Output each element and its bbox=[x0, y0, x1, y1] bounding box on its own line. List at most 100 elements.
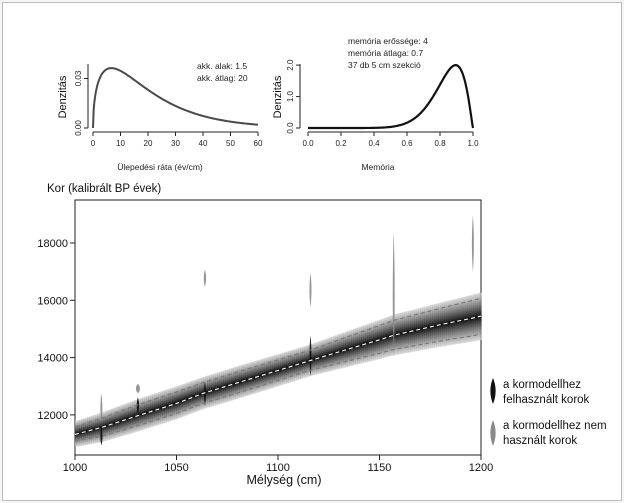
age-model-band-slice bbox=[172, 387, 176, 421]
calibrated-dates bbox=[100, 214, 474, 446]
mem-x-tick-label: 0.0 bbox=[302, 139, 314, 148]
age-model-band-slice bbox=[426, 305, 429, 350]
used-date-marker bbox=[309, 335, 312, 377]
age-model-band-slice bbox=[405, 311, 409, 353]
age-model-band-slice bbox=[99, 412, 102, 443]
age-model-band-slice bbox=[178, 385, 182, 419]
acc-y-ticks: 0.00 0.03 bbox=[74, 70, 88, 136]
mem-x-tick-label: 0.4 bbox=[368, 139, 380, 148]
main-x-tick-label: 1050 bbox=[164, 462, 188, 474]
age-model-band-slice bbox=[160, 391, 163, 425]
mem-x-ticks: 0.0 0.2 0.4 0.6 0.8 1.0 bbox=[302, 132, 479, 148]
age-model-band-slice bbox=[391, 314, 395, 356]
age-model-band-slice bbox=[192, 380, 196, 413]
legend-unused-line1: a kormodellhez nem bbox=[503, 420, 607, 432]
legend-unused-line2: használt korok bbox=[503, 435, 577, 447]
age-model-band-slice bbox=[365, 324, 368, 363]
age-model-band-slice bbox=[278, 353, 281, 386]
used-date-marker bbox=[203, 381, 206, 407]
unused-date-marker bbox=[309, 272, 312, 308]
acc-y-tick-label: 0.00 bbox=[74, 120, 83, 136]
age-model-band-slice bbox=[286, 351, 289, 384]
age-model-band-slice bbox=[113, 407, 117, 439]
age-model-band-slice bbox=[434, 303, 437, 348]
age-model-band-slice bbox=[87, 416, 90, 445]
mem-x-label: Memória bbox=[361, 162, 394, 172]
legend-used-line2: felhasznált korok bbox=[503, 394, 590, 406]
age-model-band-slice bbox=[271, 355, 275, 388]
acc-density-curve bbox=[92, 67, 259, 129]
legend-unused-marker bbox=[490, 420, 496, 446]
age-model-band-slice bbox=[239, 365, 243, 398]
age-model-band-slice bbox=[359, 326, 362, 364]
age-model-band-slice bbox=[137, 398, 141, 432]
age-model-band-slice bbox=[407, 310, 411, 353]
age-model-band-slice bbox=[462, 296, 466, 343]
age-model-band-slice bbox=[300, 347, 303, 379]
acc-x-tick-label: 60 bbox=[254, 139, 263, 148]
age-model-band-slice bbox=[420, 307, 423, 351]
age-model-band-slice bbox=[446, 300, 450, 346]
age-model-band-slice bbox=[186, 382, 190, 415]
age-model-band-slice bbox=[399, 312, 403, 354]
mem-y-ticks: 0.0 1.0 2.0 bbox=[286, 59, 300, 134]
age-model-band bbox=[75, 292, 482, 447]
main-x-ticks: 1000 1050 1100 1150 1200 bbox=[63, 455, 493, 474]
age-model-band-slice bbox=[233, 367, 236, 400]
main-y-tick-label: 16000 bbox=[37, 295, 68, 307]
used-date-marker bbox=[100, 427, 103, 446]
age-model-band-slice bbox=[468, 295, 472, 343]
mem-density-curve bbox=[308, 64, 475, 130]
age-model-band-slice bbox=[139, 398, 143, 431]
age-model-band-slice bbox=[198, 378, 202, 411]
age-model-band-slice bbox=[326, 338, 330, 372]
age-model-band-slice bbox=[320, 340, 324, 374]
mean-age-line bbox=[74, 315, 482, 435]
age-model-band-slice bbox=[85, 417, 88, 445]
age-model-band-slice bbox=[414, 309, 417, 352]
mem-x-tick-label: 1.0 bbox=[467, 139, 479, 148]
age-model-band-slice bbox=[174, 386, 178, 420]
main-y-tick-label: 18000 bbox=[37, 238, 68, 250]
age-model-band-slice bbox=[93, 414, 96, 444]
mem-annotation-strength: memória erőssége: 4 bbox=[348, 36, 428, 46]
age-model-band-slice bbox=[231, 367, 234, 401]
age-model-band-slice bbox=[332, 335, 336, 371]
main-x-tick-label: 1200 bbox=[469, 462, 493, 474]
legend-used-line1: a kormodellhez bbox=[503, 379, 581, 391]
age-model-band-slice bbox=[245, 363, 249, 396]
acc-rate-prior-panel: 0 10 20 30 40 50 60 0.00 0.03 Ülepedési ráta (é… bbox=[57, 61, 263, 172]
main-y-tick-label: 12000 bbox=[37, 410, 68, 422]
mem-x-tick-label: 0.2 bbox=[335, 139, 347, 148]
unused-date-marker bbox=[392, 231, 395, 358]
age-model-band-slice bbox=[166, 389, 169, 423]
age-model-band-slice bbox=[253, 361, 257, 394]
age-model-band-slice bbox=[146, 396, 149, 429]
unused-date-marker bbox=[203, 269, 207, 287]
age-model-band-slice bbox=[251, 361, 255, 395]
acc-x-tick-label: 10 bbox=[116, 139, 125, 148]
age-model-band-slice bbox=[428, 305, 431, 349]
age-model-band-slice bbox=[119, 405, 123, 437]
age-model-band-slice bbox=[318, 341, 322, 374]
age-model-band-slice bbox=[219, 371, 222, 404]
age-model-band-slice bbox=[131, 400, 135, 433]
main-x-tick-label: 1150 bbox=[368, 462, 392, 474]
age-model-band-slice bbox=[385, 317, 389, 358]
mem-x-tick-label: 0.6 bbox=[401, 139, 413, 148]
age-model-band-slice bbox=[265, 357, 269, 390]
age-model-band-slice bbox=[324, 338, 328, 373]
age-model-band-slice bbox=[379, 319, 383, 359]
acc-y-label: Denzitás bbox=[57, 75, 69, 118]
age-model-band-slice bbox=[460, 297, 464, 344]
unused-date-marker bbox=[135, 383, 140, 394]
age-model-band-slice bbox=[170, 387, 174, 421]
age-model-band-slice bbox=[184, 383, 188, 416]
age-model-band-slice bbox=[158, 391, 161, 425]
unused-date-marker bbox=[100, 393, 103, 424]
mem-y-tick-label: 1.0 bbox=[286, 90, 295, 102]
upper-confidence-line bbox=[74, 297, 482, 428]
unused-date-marker bbox=[471, 214, 474, 273]
age-model-band-slice bbox=[280, 353, 283, 386]
